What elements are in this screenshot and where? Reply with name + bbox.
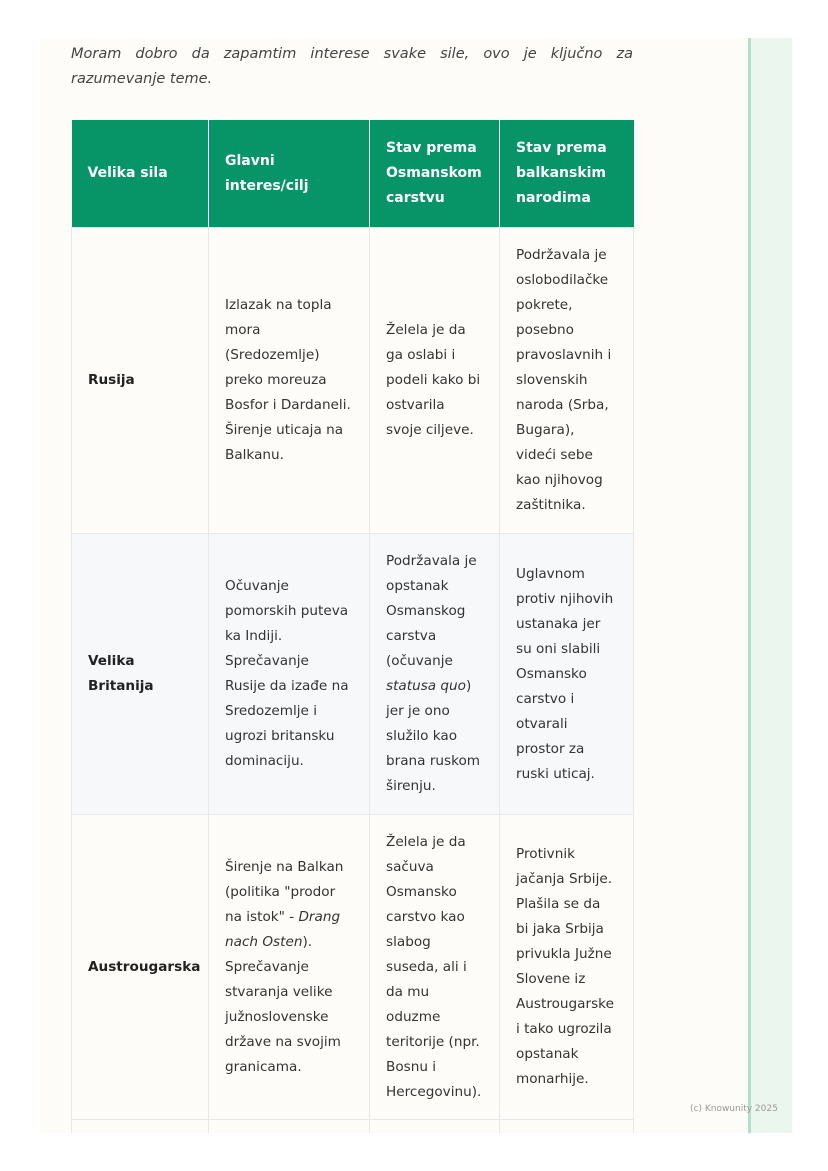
cell-text: ) jer je ono služilo kao brana ruskom ši… bbox=[386, 678, 481, 794]
cell-text: Austrougarska bbox=[88, 958, 201, 975]
table-cell: Austrougarska bbox=[71, 814, 209, 1120]
cell-text: Protivnik jačanja Srbije. Plašila se da … bbox=[516, 846, 614, 1087]
table-cell bbox=[208, 1119, 370, 1133]
side-panel bbox=[748, 38, 792, 1133]
table-cell bbox=[369, 1119, 500, 1133]
cell-text: Širenje na Balkan (politika "prodor na i… bbox=[225, 858, 344, 925]
table-row-partial bbox=[71, 1119, 634, 1133]
cell-text: Rusija bbox=[88, 372, 135, 388]
header-power: Velika sila bbox=[71, 120, 209, 228]
cell-text: Izlazak na topla mora (Sredozemlje) prek… bbox=[225, 297, 351, 463]
table-row: Velika Britanija Očuvanje pomorskih putev… bbox=[71, 533, 634, 815]
table-cell: Podržavala je oslobodilačke pokrete, pos… bbox=[499, 227, 634, 534]
table-cell: Želela je da ga oslabi i podeli kako bi … bbox=[369, 227, 500, 534]
cell-text: Uglavnom protiv njihovih ustanaka jer su… bbox=[516, 565, 614, 782]
table-cell: Podržavala je opstanak Osmanskog carstva… bbox=[369, 533, 500, 815]
table-cell bbox=[499, 1119, 634, 1133]
table-row: Rusija Izlazak na topla mora (Sredozemlje… bbox=[71, 227, 634, 534]
table-cell bbox=[71, 1119, 209, 1133]
table-cell: Rusija bbox=[71, 227, 209, 534]
cell-text: Želela je da ga oslabi i podeli kako bi … bbox=[386, 322, 481, 438]
great-powers-table: Velika sila Glavni interes/cilj Stav pre… bbox=[71, 120, 634, 1133]
header-ottoman: Stav prema Osmanskom carstvu bbox=[369, 120, 500, 228]
document-page: Moram dobro da zapamtim interese svake s… bbox=[40, 38, 748, 1133]
header-interest: Glavni interes/cilj bbox=[208, 120, 370, 228]
table-cell: Protivnik jačanja Srbije. Plašila se da … bbox=[499, 814, 634, 1120]
table-cell: Izlazak na topla mora (Sredozemlje) prek… bbox=[208, 227, 370, 534]
cell-text: Očuvanje pomorskih puteva ka Indiji. Spr… bbox=[225, 578, 349, 769]
copyright: (c) Knowunity 2025 bbox=[690, 1104, 778, 1114]
intro-text: Moram dobro da zapamtim interese svake s… bbox=[71, 46, 633, 87]
cell-text: Podržavala je oslobodilačke pokrete, pos… bbox=[516, 247, 612, 513]
table-cell: Želela je da sačuva Osmansko carstvo kao… bbox=[369, 814, 500, 1120]
cell-text: Želela je da sačuva Osmansko carstvo kao… bbox=[386, 833, 482, 1100]
header-balkan: Stav prema balkanskim narodima bbox=[499, 120, 634, 228]
italic-text: statusa quo bbox=[386, 678, 466, 694]
table-header-row: Velika sila Glavni interes/cilj Stav pre… bbox=[71, 120, 634, 228]
table-cell: Velika Britanija bbox=[71, 533, 209, 815]
cell-text: ). Sprečavanje stvaranja velike južnoslo… bbox=[225, 933, 341, 1075]
cell-text: Podržavala je opstanak Osmanskog carstva… bbox=[386, 553, 477, 669]
italic-text: Drang nach Osten bbox=[225, 908, 341, 950]
table-cell: Očuvanje pomorskih puteva ka Indiji. Spr… bbox=[208, 533, 370, 815]
table-row: Austrougarska Širenje na Balkan (politika… bbox=[71, 814, 634, 1120]
table-cell: Uglavnom protiv njihovih ustanaka jer su… bbox=[499, 533, 634, 815]
table-cell: Širenje na Balkan (politika "prodor na i… bbox=[208, 814, 370, 1120]
cell-text: Velika Britanija bbox=[88, 653, 154, 694]
